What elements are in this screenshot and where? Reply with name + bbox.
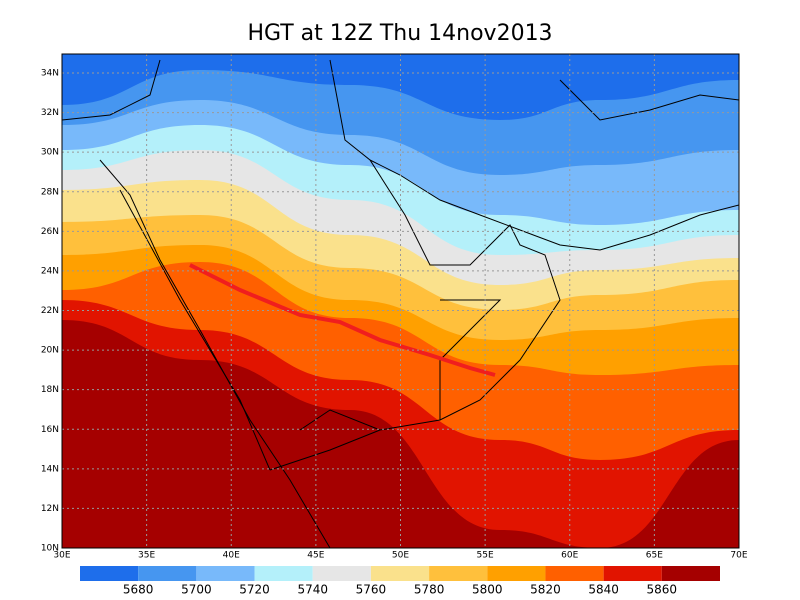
colorbar-label: 5820 [530, 583, 561, 597]
lat-tick-label: 28N [41, 187, 59, 197]
lon-tick-label: 30E [53, 551, 70, 561]
lon-tick-label: 65E [646, 551, 663, 561]
coastline [62, 59, 161, 121]
coastline [99, 159, 331, 548]
colorbar-swatch [487, 566, 546, 581]
colorbar-swatch [545, 566, 604, 581]
colorbar-swatch [196, 566, 255, 581]
colorbar-swatch [370, 566, 430, 581]
coastlines [62, 59, 739, 548]
lat-tick-label: 22N [41, 306, 59, 316]
lat-tick-label: 12N [41, 504, 59, 514]
colorbar-label: 5800 [472, 583, 503, 597]
title: HGT at 12Z Thu 14nov2013 [247, 21, 552, 46]
lon-tick-label: 45E [307, 551, 324, 561]
colorbar-label: 5680 [123, 583, 154, 597]
lat-tick-label: 16N [41, 425, 59, 435]
coastline [299, 59, 561, 431]
colorbar: 5680 5700 5720 5740 5760 5780 5800 5820 5840 5860 [80, 566, 720, 597]
colorbar-swatch [80, 566, 139, 581]
lon-tick-label: 35E [138, 551, 155, 561]
colorbar-swatch [603, 566, 662, 581]
lon-tick-label: 70E [730, 551, 747, 561]
lat-tick-label: 20N [41, 346, 59, 356]
lat-tick-label: 18N [41, 385, 59, 395]
lon-tick-label: 60E [561, 551, 578, 561]
lon-tick-label: 40E [223, 551, 240, 561]
colorbar-swatch [138, 566, 197, 581]
highlight-line [189, 263, 496, 377]
lat-tick-label: 26N [41, 227, 59, 237]
colorbar-swatch [254, 566, 313, 581]
lat-tick-label: 10N [41, 544, 59, 554]
lon-tick-label: 50E [392, 551, 409, 561]
border [269, 429, 381, 471]
lat-tick-label: 14N [41, 464, 59, 474]
colorbar-label: 5840 [588, 583, 619, 597]
colorbar-swatch [312, 566, 371, 581]
colorbar-label: 5860 [647, 583, 678, 597]
colorbar-label: 5780 [414, 583, 445, 597]
lon-tick-label: 55E [477, 551, 494, 561]
lat-tick-label: 24N [41, 266, 59, 276]
lat-tick-label: 32N [41, 108, 59, 118]
colorbar-swatch [661, 566, 720, 581]
coastline [369, 159, 739, 251]
border [559, 79, 739, 121]
plot-frame [61, 53, 740, 549]
colorbar-label: 5760 [356, 583, 387, 597]
border [119, 189, 271, 471]
lat-tick-label: 34N [41, 69, 59, 79]
lat-tick-label: 30N [41, 148, 59, 158]
colorbar-label: 5700 [181, 583, 212, 597]
colorbar-label: 5720 [239, 583, 270, 597]
colorbar-swatch [429, 566, 488, 581]
colorbar-label: 5740 [297, 583, 328, 597]
border [439, 299, 502, 420]
